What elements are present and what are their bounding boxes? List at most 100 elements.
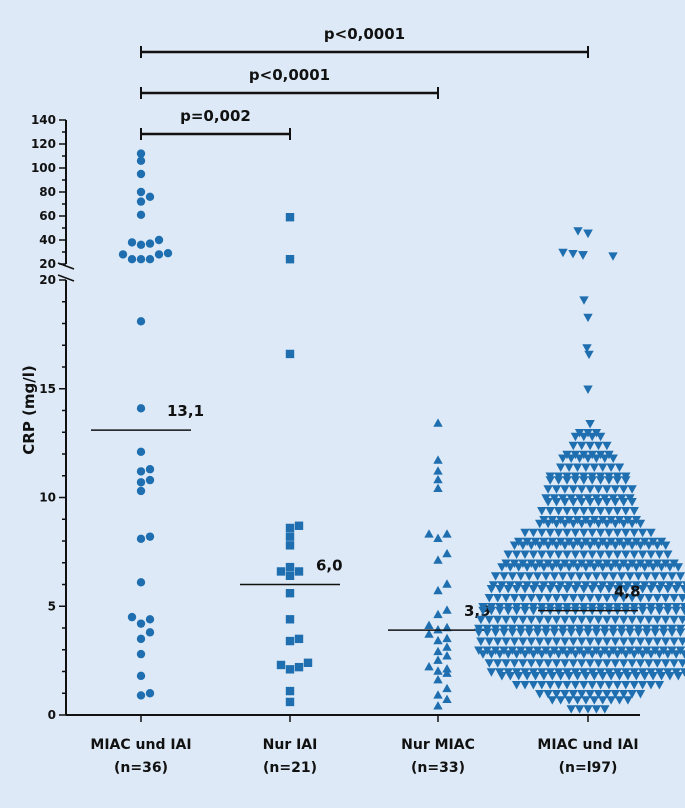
data-point-triangle-down	[591, 429, 602, 438]
data-point-triangle-down	[606, 537, 616, 547]
significance-label: p<0,0001	[249, 66, 330, 84]
data-point-triangle-down	[625, 624, 635, 634]
data-point-triangle-down	[635, 690, 646, 699]
data-point-triangle-down	[511, 550, 522, 559]
data-point-triangle-up	[442, 683, 452, 693]
data-point-triangle-down	[478, 650, 488, 659]
data-point-circle	[136, 619, 146, 628]
data-point-square	[285, 541, 295, 550]
data-point-triangle-down	[570, 650, 581, 659]
data-point-triangle-down	[509, 615, 520, 625]
data-point-triangle-down	[499, 572, 509, 581]
data-point-triangle-down	[667, 624, 677, 634]
data-point-triangle-down	[520, 550, 530, 559]
data-point-triangle-down	[621, 507, 631, 516]
data-point-triangle-down	[570, 681, 581, 690]
data-point-triangle-down	[644, 541, 654, 550]
data-point-triangle-down	[532, 572, 543, 581]
data-point-triangle-down	[537, 668, 547, 677]
data-point-triangle-down	[532, 646, 543, 655]
data-point-triangle-down	[539, 581, 549, 590]
data-point-triangle-down	[642, 572, 652, 581]
data-point-square	[276, 567, 286, 576]
data-point-triangle-down	[578, 251, 588, 260]
data-point-triangle-down	[665, 563, 675, 572]
data-point-triangle-down	[677, 637, 685, 646]
median-label: 6,0	[316, 557, 343, 575]
data-point-triangle-down	[545, 681, 555, 690]
data-point-triangle-down	[530, 563, 541, 572]
data-point-triangle-down	[572, 516, 583, 525]
data-point-circle	[136, 197, 146, 206]
data-point-triangle-down	[627, 541, 637, 550]
data-point-triangle-down	[679, 603, 685, 612]
data-point-triangle-down	[553, 550, 564, 559]
data-point-triangle-down	[623, 696, 633, 705]
data-point-square	[285, 665, 295, 674]
data-point-triangle-down	[564, 581, 574, 590]
category-label-name: MIAC und IAI	[537, 737, 638, 753]
y-tick-label: 140	[31, 113, 56, 127]
axis-break-mark	[57, 274, 75, 282]
data-point-triangle-down	[501, 659, 511, 668]
data-point-triangle-down	[583, 572, 593, 581]
data-point-triangle-down	[509, 559, 520, 568]
data-point-triangle-down	[644, 559, 654, 568]
data-point-triangle-down	[545, 528, 555, 538]
data-point-triangle-down	[572, 581, 583, 590]
data-point-triangle-down	[585, 519, 595, 529]
data-point-circle	[145, 532, 155, 541]
data-point-triangle-down	[619, 690, 629, 699]
y-tick-label: 40	[39, 233, 56, 247]
data-point-square	[285, 697, 295, 707]
data-point-triangle-down	[556, 581, 566, 590]
data-point-triangle-down	[593, 441, 604, 451]
data-point-circle	[136, 478, 146, 487]
data-point-triangle-up	[433, 609, 443, 619]
data-point-triangle-down	[516, 646, 526, 655]
data-point-triangle-down	[528, 603, 539, 612]
data-point-triangle-down	[507, 572, 518, 581]
y-tick-label: 0	[48, 708, 56, 722]
data-point-triangle-down	[543, 637, 553, 646]
data-point-triangle-down	[585, 594, 595, 603]
data-point-triangle-down	[610, 541, 620, 550]
data-point-square	[294, 521, 304, 530]
data-point-triangle-down	[679, 668, 685, 677]
data-point-triangle-down	[572, 463, 583, 472]
data-point-triangle-down	[587, 681, 597, 690]
data-point-triangle-down	[593, 485, 604, 494]
data-point-triangle-down	[612, 472, 623, 481]
data-point-triangle-down	[526, 659, 536, 668]
data-point-triangle-down	[600, 705, 610, 714]
data-point-triangle-down	[568, 541, 578, 550]
data-point-triangle-down	[511, 603, 522, 612]
data-point-triangle-down	[560, 541, 570, 550]
data-point-circle	[136, 467, 146, 476]
data-point-triangle-down	[587, 550, 597, 559]
data-point-triangle-down	[644, 594, 654, 603]
data-point-triangle-down	[556, 463, 566, 472]
data-point-triangle-down	[612, 668, 623, 677]
data-point-triangle-down	[633, 572, 644, 581]
data-point-triangle-down	[535, 637, 545, 646]
data-point-triangle-down	[501, 637, 511, 646]
data-point-triangle-down	[656, 581, 667, 590]
data-point-triangle-down	[549, 494, 560, 503]
data-point-triangle-down	[543, 659, 553, 668]
data-point-circle	[145, 465, 155, 474]
data-point-triangle-down	[650, 624, 660, 634]
data-point-triangle-up	[433, 666, 443, 675]
data-point-triangle-down	[583, 624, 593, 634]
data-point-triangle-down	[625, 494, 635, 503]
data-point-triangle-down	[518, 659, 528, 668]
data-point-triangle-down	[629, 650, 639, 659]
data-point-triangle-down	[562, 650, 572, 659]
data-point-triangle-up	[433, 455, 443, 464]
data-point-triangle-down	[602, 519, 612, 529]
data-point-square	[285, 532, 295, 541]
data-point-triangle-down	[673, 563, 683, 572]
data-point-triangle-down	[570, 432, 581, 442]
data-point-triangle-down	[606, 581, 616, 590]
data-point-triangle-down	[598, 563, 608, 572]
